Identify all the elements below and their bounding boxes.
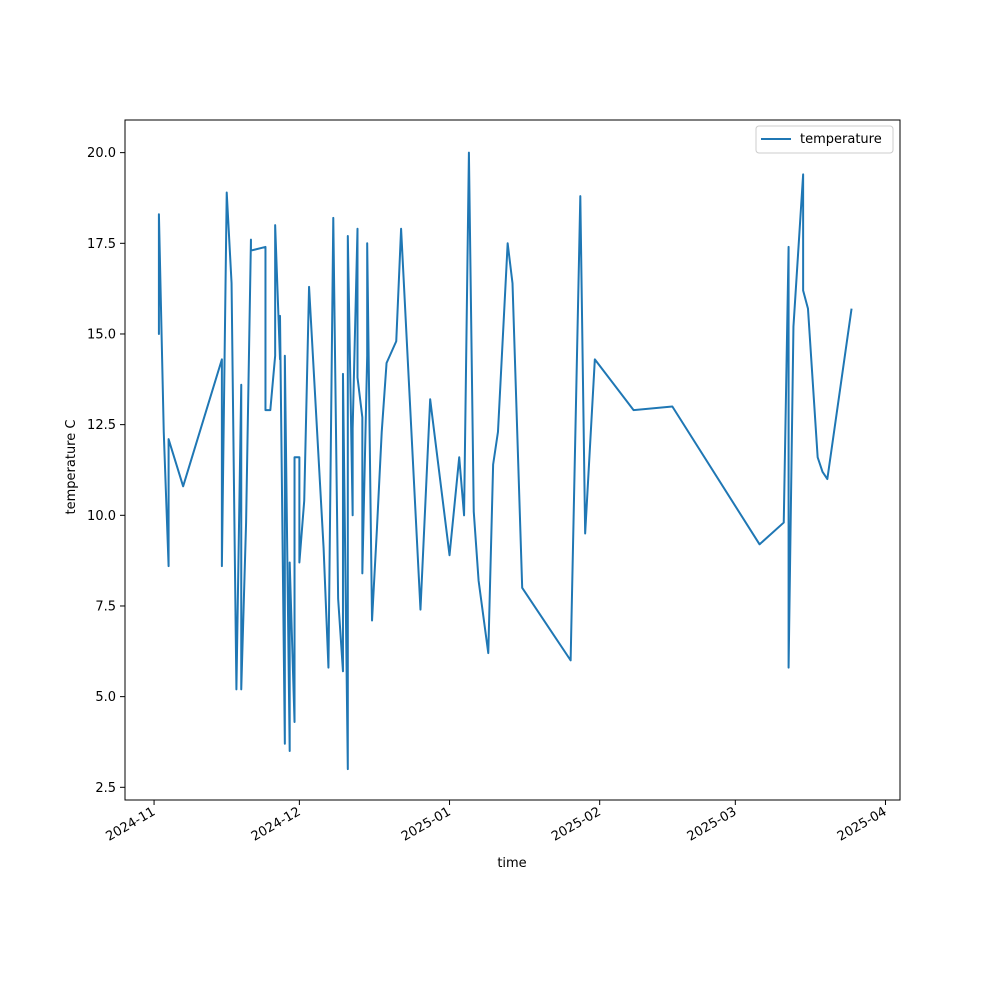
series-layer: [157, 151, 853, 771]
x-axis-label: time: [497, 856, 526, 871]
legend-label: temperature: [800, 132, 882, 147]
legend: temperature: [755, 125, 894, 154]
legend-box: [755, 125, 894, 154]
plot-frame: [124, 119, 901, 801]
y-tick-label: 15.0: [87, 327, 116, 342]
x-tick-label: 2025-02: [549, 804, 604, 844]
y-tick-label: 2.5: [95, 781, 116, 796]
series-line-temperature: [157, 151, 853, 771]
y-axis-label: temperature C: [64, 420, 79, 515]
y-axis-ticks: 2.5 5.0 7.5 10.0 12.5 15.0 17.5 20.0: [87, 146, 125, 796]
y-tick-label: 10.0: [87, 509, 116, 524]
x-tick-label: 2025-03: [685, 804, 740, 844]
plot-area: [125, 120, 900, 800]
y-tick-label: 5.0: [95, 690, 116, 705]
y-tick-label: 20.0: [87, 146, 116, 161]
x-tick-label: 2024-11: [104, 804, 159, 844]
x-tick-label: 2025-04: [835, 804, 890, 844]
x-axis-ticks: 2024-11 2024-12 2025-01 2025-02 2025-03 2025-…: [104, 800, 890, 845]
y-tick-label: 12.5: [87, 418, 116, 433]
x-tick-label: 2025-01: [399, 804, 454, 844]
y-tick-label: 17.5: [87, 237, 116, 252]
x-tick-label: 2024-12: [249, 804, 304, 844]
y-tick-label: 7.5: [95, 599, 116, 614]
